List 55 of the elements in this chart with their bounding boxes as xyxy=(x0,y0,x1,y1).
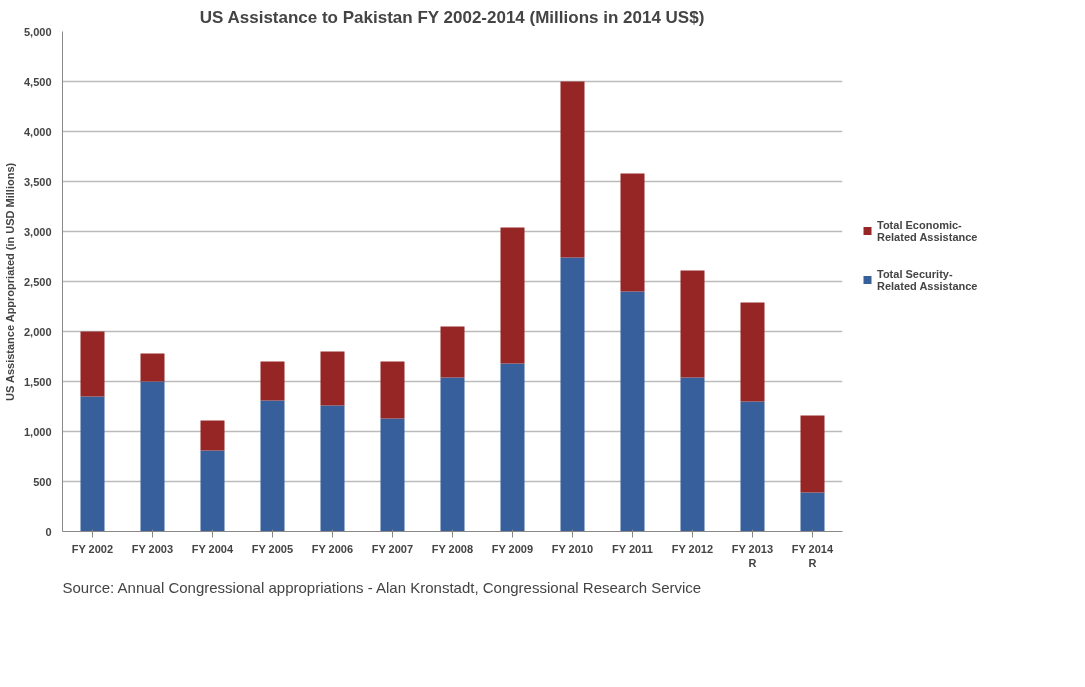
bar xyxy=(380,418,405,532)
x-tick-label: FY 2002 xyxy=(71,542,114,555)
bar xyxy=(440,326,465,378)
bar xyxy=(620,173,645,292)
y-tick-label: 1,000 xyxy=(23,425,52,438)
y-tick-label: 0 xyxy=(45,525,52,538)
y-tick-label: 1,500 xyxy=(23,375,52,388)
bar xyxy=(440,377,465,532)
y-tick-label: 5,000 xyxy=(23,25,52,38)
x-tick-label: FY 2003 xyxy=(131,542,174,555)
x-tick-label: FY 2013 R xyxy=(731,542,774,569)
y-tick-label: 4,500 xyxy=(23,75,52,88)
y-axis-title: US Assistance Appropriated (in USD Millions) xyxy=(3,162,16,401)
bar xyxy=(680,270,705,378)
bar xyxy=(140,353,165,382)
x-tick-label: FY 2009 xyxy=(491,542,534,555)
x-tick-label: FY 2004 xyxy=(191,542,234,555)
y-tick-label: 3,500 xyxy=(23,175,52,188)
y-tick-label: 2,000 xyxy=(23,325,52,338)
bar xyxy=(80,396,105,532)
x-tick-label: FY 2008 xyxy=(431,542,474,555)
x-tick-label: FY 2010 xyxy=(551,542,594,555)
y-tick-label: 500 xyxy=(33,475,52,488)
x-tick-label: FY 2005 xyxy=(251,542,294,555)
y-tick-label: 4,000 xyxy=(23,125,52,138)
source-note: Source: Annual Congressional appropriations - Alan Kronstadt, Congressional Research Service xyxy=(62,578,702,596)
bar xyxy=(200,420,225,451)
y-tick-label: 3,000 xyxy=(23,225,52,238)
bar xyxy=(500,363,525,532)
bar xyxy=(680,377,705,532)
bar xyxy=(200,450,225,532)
x-tick-label: FY 2007 xyxy=(371,542,414,555)
bar xyxy=(620,291,645,532)
chart-title: US Assistance to Pakistan FY 2002-2014 (Millions in 2014 US$) xyxy=(199,7,705,27)
y-tick-label: 2,500 xyxy=(23,275,52,288)
x-tick-label: FY 2006 xyxy=(311,542,354,555)
legend-label: Total Economic-Related Assistance xyxy=(877,218,979,243)
bar xyxy=(560,257,585,532)
bar xyxy=(320,351,345,406)
x-tick-label: FY 2012 xyxy=(671,542,714,555)
bar xyxy=(140,381,165,532)
bar xyxy=(800,415,825,493)
bar xyxy=(260,400,285,532)
bar xyxy=(800,492,825,532)
bar xyxy=(260,361,285,401)
bar xyxy=(560,81,585,258)
bar xyxy=(740,302,765,402)
bar xyxy=(500,227,525,364)
x-tick-label: FY 2011 xyxy=(612,542,653,555)
x-tick-label: FY 2014 R xyxy=(791,542,834,569)
bar xyxy=(380,361,405,419)
legend-label: Total Security-Related Assistance xyxy=(877,267,979,292)
bar xyxy=(320,405,345,532)
bar xyxy=(80,331,105,397)
bar xyxy=(740,401,765,532)
